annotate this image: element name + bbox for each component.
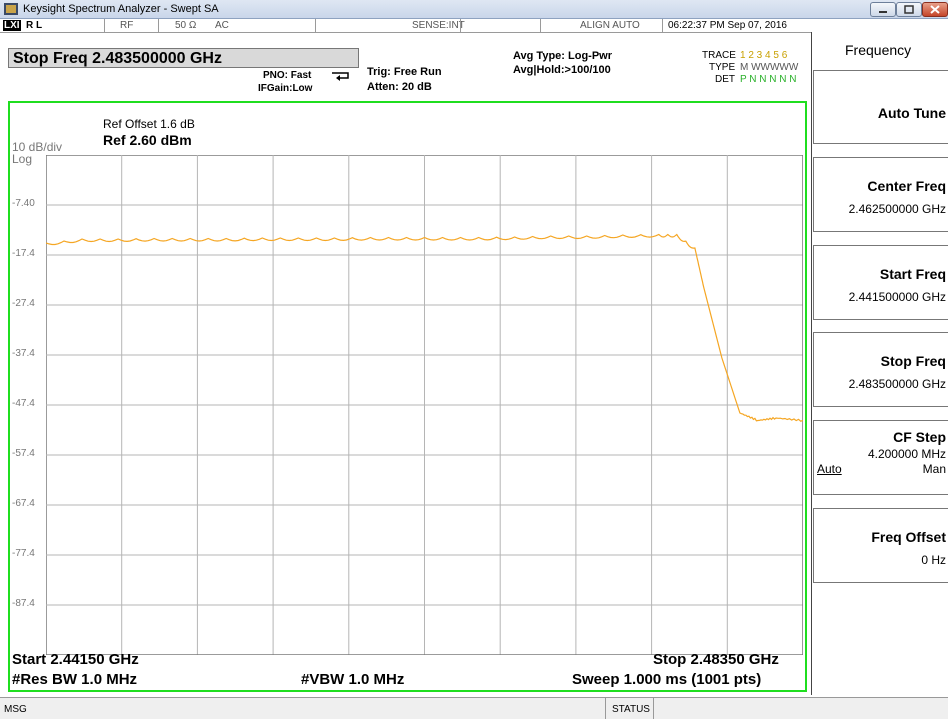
menu-title: Frequency [845, 42, 912, 58]
center-freq-value: 2.462500000 GHz [848, 202, 946, 216]
rf-indicator: RF [120, 20, 134, 31]
y-tick-label: -17.4 [12, 248, 35, 259]
cf-step-auto: Auto [817, 462, 842, 476]
window-title: Keysight Spectrum Analyzer - Swept SA [23, 3, 219, 15]
y-tick-label: -67.4 [12, 498, 35, 509]
minimize-icon [879, 11, 887, 13]
active-function-box[interactable]: Stop Freq 2.483500000 GHz [8, 48, 359, 68]
scale-type: Log [12, 152, 33, 166]
minimize-button[interactable] [870, 2, 896, 17]
status-bar: MSG STATUS [0, 697, 948, 719]
app-icon [4, 3, 18, 15]
start-freq-label: Start 2.44150 GHz [12, 651, 139, 668]
ifgain-setting: IFGain:Low [258, 83, 313, 94]
ref-offset: Ref Offset 1.6 dB [103, 117, 195, 131]
datetime: 06:22:37 PM Sep 07, 2016 [668, 20, 787, 31]
avg-hold: Avg|Hold:>100/100 [513, 64, 611, 76]
trace-numbers: 1 2 3 4 5 6 [740, 50, 788, 61]
cf-step-man: Man [922, 462, 946, 476]
stop-freq-label: Stop 2.48350 GHz [653, 651, 779, 668]
cf-step-value: 4.200000 MHz [867, 447, 946, 461]
freq-offset-value: 0 Hz [921, 553, 946, 567]
avg-type: Avg Type: Log-Pwr [513, 50, 612, 62]
pno-setting: PNO: Fast [263, 70, 312, 81]
status-label: STATUS [612, 704, 650, 715]
start-freq-value: 2.441500000 GHz [848, 290, 946, 304]
spectrum-plot [46, 155, 803, 655]
plot-frame [8, 101, 807, 692]
auto-tune-key[interactable]: Auto Tune [813, 70, 948, 144]
atten-setting: Atten: 20 dB [367, 81, 432, 93]
trigger-setting: Trig: Free Run [367, 66, 442, 78]
vbw-label: #VBW 1.0 MHz [301, 671, 405, 688]
y-tick-label: -87.4 [12, 598, 35, 609]
y-tick-label: -47.4 [12, 398, 35, 409]
sweep-label: Sweep 1.000 ms (1001 pts) [572, 671, 762, 688]
close-button[interactable] [922, 2, 948, 17]
msg-label: MSG [4, 704, 27, 715]
y-tick-label: -77.4 [12, 548, 35, 559]
rl-indicator: R L [26, 20, 43, 31]
trace-1-line [46, 233, 803, 422]
y-tick-label: -7.40 [12, 198, 35, 209]
trace-detectors: P N N N N N [740, 74, 797, 85]
y-tick-label: -57.4 [12, 448, 35, 459]
coupling-indicator: AC [215, 20, 229, 31]
sense-indicator: SENSE:INT [412, 20, 465, 31]
scale-per-div: 10 dB/div [12, 140, 63, 154]
y-tick-label: -27.4 [12, 298, 35, 309]
lxi-logo: LXI [3, 20, 21, 31]
rbw-label: #Res BW 1.0 MHz [12, 671, 138, 688]
status-row: LXI R L RF 50 Ω AC SENSE:INT ALIGN AUTO … [0, 19, 811, 33]
y-tick-label: -37.4 [12, 348, 35, 359]
impedance-indicator: 50 Ω [175, 20, 197, 31]
center-freq-key[interactable]: Center Freq 2.462500000 GHz [813, 157, 948, 232]
freq-offset-key[interactable]: Freq Offset 0 Hz [813, 508, 948, 583]
maximize-icon [904, 5, 914, 14]
window-title-bar: Keysight Spectrum Analyzer - Swept SA [0, 0, 948, 19]
start-freq-key[interactable]: Start Freq 2.441500000 GHz [813, 245, 948, 320]
stop-freq-key[interactable]: Stop Freq 2.483500000 GHz [813, 332, 948, 407]
trigger-arrow-icon [332, 72, 349, 81]
align-indicator: ALIGN AUTO [580, 20, 640, 31]
ref-level: Ref 2.60 dBm [103, 132, 192, 148]
maximize-button[interactable] [896, 2, 922, 17]
stop-freq-value: 2.483500000 GHz [848, 377, 946, 391]
cf-step-key[interactable]: CF Step 4.200000 MHz Auto Man [813, 420, 948, 495]
trace-types: M WWWWW [740, 62, 799, 73]
close-icon [930, 5, 940, 14]
